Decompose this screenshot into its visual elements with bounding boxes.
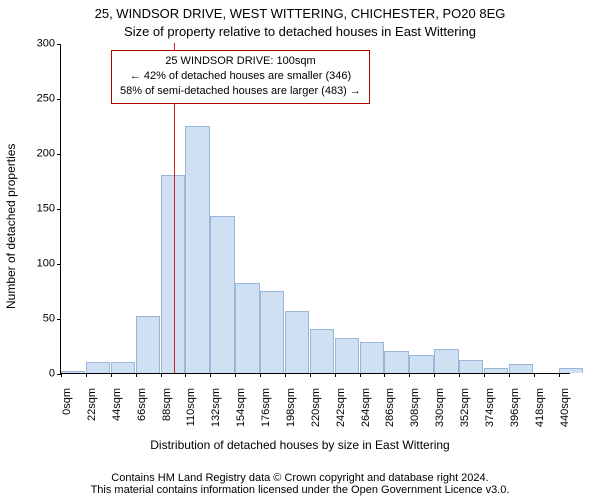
x-tick-label: 440sqm bbox=[559, 388, 571, 438]
x-tick-label: 220sqm bbox=[310, 388, 322, 438]
x-tick-mark bbox=[335, 373, 336, 377]
histogram-bar bbox=[161, 175, 185, 373]
histogram-bar bbox=[335, 338, 359, 373]
x-tick-mark bbox=[161, 373, 162, 377]
info-line-property: 25 WINDSOR DRIVE: 100sqm bbox=[120, 54, 361, 69]
x-tick-mark bbox=[86, 373, 87, 377]
x-tick-label: 264sqm bbox=[360, 388, 372, 438]
histogram-bar bbox=[260, 291, 284, 374]
x-tick-label: 110sqm bbox=[185, 388, 197, 438]
y-tick-label: 300 bbox=[21, 39, 61, 50]
y-tick-label: 100 bbox=[21, 259, 61, 270]
x-tick-mark bbox=[360, 373, 361, 377]
x-tick-label: 176sqm bbox=[260, 388, 272, 438]
x-tick-label: 0sqm bbox=[61, 388, 73, 438]
x-tick-label: 154sqm bbox=[235, 388, 247, 438]
histogram-bar bbox=[111, 362, 135, 373]
histogram-bar bbox=[285, 311, 309, 373]
y-tick-label: 250 bbox=[21, 94, 61, 105]
y-axis-label: Number of detached properties bbox=[4, 144, 18, 309]
x-tick-label: 66sqm bbox=[136, 388, 148, 438]
footer-licence: This material contains information licen… bbox=[0, 484, 600, 496]
x-tick-mark bbox=[310, 373, 311, 377]
x-tick-mark bbox=[185, 373, 186, 377]
x-tick-label: 44sqm bbox=[111, 388, 123, 438]
x-tick-mark bbox=[559, 373, 560, 377]
histogram-bar bbox=[310, 329, 334, 373]
x-tick-label: 242sqm bbox=[335, 388, 347, 438]
x-tick-label: 132sqm bbox=[210, 388, 222, 438]
x-tick-mark bbox=[484, 373, 485, 377]
x-tick-mark bbox=[434, 373, 435, 377]
x-tick-label: 374sqm bbox=[484, 388, 496, 438]
x-tick-mark bbox=[384, 373, 385, 377]
property-size-chart: 25, WINDSOR DRIVE, WEST WITTERING, CHICH… bbox=[0, 0, 600, 500]
x-tick-label: 308sqm bbox=[409, 388, 421, 438]
histogram-bar bbox=[459, 360, 483, 373]
info-callout-box: 25 WINDSOR DRIVE: 100sqm ← 42% of detach… bbox=[111, 50, 370, 104]
x-tick-mark bbox=[459, 373, 460, 377]
x-tick-mark bbox=[509, 373, 510, 377]
y-tick-label: 0 bbox=[21, 369, 61, 380]
x-tick-label: 396sqm bbox=[509, 388, 521, 438]
histogram-bar bbox=[136, 316, 160, 373]
x-tick-mark bbox=[260, 373, 261, 377]
x-tick-label: 22sqm bbox=[86, 388, 98, 438]
histogram-bar bbox=[210, 216, 234, 373]
y-tick-label: 200 bbox=[21, 149, 61, 160]
x-tick-label: 352sqm bbox=[459, 388, 471, 438]
x-tick-mark bbox=[409, 373, 410, 377]
histogram-bar bbox=[86, 362, 110, 373]
x-tick-mark bbox=[136, 373, 137, 377]
histogram-bar bbox=[484, 368, 508, 374]
x-tick-mark bbox=[534, 373, 535, 377]
x-tick-label: 198sqm bbox=[285, 388, 297, 438]
x-tick-mark bbox=[285, 373, 286, 377]
chart-subtitle: Size of property relative to detached ho… bbox=[0, 24, 600, 39]
x-tick-label: 88sqm bbox=[161, 388, 173, 438]
histogram-bar bbox=[409, 355, 433, 373]
x-tick-label: 418sqm bbox=[534, 388, 546, 438]
x-tick-label: 330sqm bbox=[434, 388, 446, 438]
histogram-bar bbox=[360, 342, 384, 373]
y-tick-label: 150 bbox=[21, 204, 61, 215]
x-tick-label: 286sqm bbox=[384, 388, 396, 438]
histogram-bar bbox=[434, 349, 458, 373]
histogram-bar bbox=[384, 351, 408, 373]
histogram-bar bbox=[559, 368, 583, 374]
histogram-bar bbox=[61, 371, 85, 373]
y-tick-label: 50 bbox=[21, 314, 61, 325]
footer-copyright: Contains HM Land Registry data © Crown c… bbox=[0, 472, 600, 484]
x-tick-mark bbox=[210, 373, 211, 377]
info-line-larger: 58% of semi-detached houses are larger (… bbox=[120, 84, 361, 99]
x-tick-mark bbox=[111, 373, 112, 377]
x-tick-mark bbox=[235, 373, 236, 377]
histogram-bar bbox=[509, 364, 533, 373]
x-axis-label: Distribution of detached houses by size … bbox=[0, 438, 600, 452]
chart-footer: Contains HM Land Registry data © Crown c… bbox=[0, 472, 600, 496]
x-tick-mark bbox=[61, 373, 62, 377]
histogram-bar bbox=[235, 283, 259, 373]
chart-title-address: 25, WINDSOR DRIVE, WEST WITTERING, CHICH… bbox=[0, 6, 600, 21]
histogram-bar bbox=[185, 126, 209, 374]
info-line-smaller: ← 42% of detached houses are smaller (34… bbox=[120, 69, 361, 84]
